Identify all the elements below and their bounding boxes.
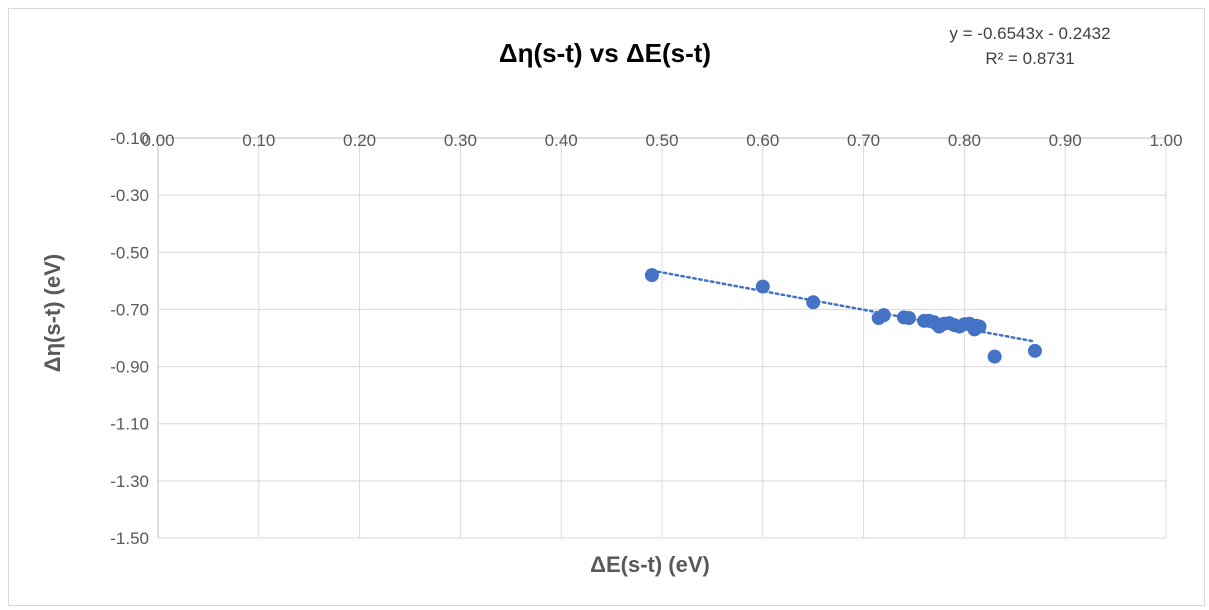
x-tick-label: 0.20: [343, 131, 376, 150]
data-point: [1027, 343, 1042, 358]
data-point: [806, 295, 821, 310]
tick-labels: 0.00 0.10 0.20 0.30 0.40 0.50 0.60 0.70 0.80 0.90…: [110, 129, 1182, 548]
x-tick-label: 0.00: [141, 131, 174, 150]
y-tick-label: -1.50: [110, 529, 149, 548]
x-axis-label: ΔE(s-t) (eV): [590, 552, 710, 577]
y-axis-label: Δη(s-t) (eV): [40, 253, 65, 373]
data-point: [987, 349, 1002, 364]
data-point: [901, 311, 916, 325]
y-tick-label: -1.30: [110, 472, 149, 491]
y-tick-label: -0.30: [110, 186, 149, 205]
x-tick-label: 0.30: [444, 131, 477, 150]
x-tick-label: 0.60: [746, 131, 779, 150]
y-tick-label: -0.10: [110, 129, 149, 148]
chart-frame: [8, 8, 1205, 606]
x-tick-label: 0.50: [645, 131, 678, 150]
trendline-equation: y = -0.6543x - 0.2432 R² = 0.8731: [925, 21, 1135, 71]
data-point: [972, 319, 987, 334]
y-tick-label: -0.70: [110, 300, 149, 319]
x-tick-label: 1.00: [1149, 131, 1182, 150]
axes: [157, 137, 1166, 538]
x-tick-label: 0.10: [242, 131, 275, 150]
equation-text: y = -0.6543x - 0.2432: [949, 24, 1111, 43]
r-squared-text: R² = 0.8731: [985, 49, 1075, 68]
x-tick-label: 0.90: [1049, 131, 1082, 150]
y-tick-label: -1.10: [110, 415, 149, 434]
data-point: [876, 308, 891, 323]
data-point: [644, 268, 659, 283]
chart-title: Δη(s-t) vs ΔE(s-t): [498, 38, 712, 68]
x-tick-label: 0.70: [847, 131, 880, 150]
y-tick-label: -0.50: [110, 243, 149, 262]
x-tick-label: 0.40: [545, 131, 578, 150]
data-point: [755, 279, 770, 294]
y-tick-label: -0.90: [110, 358, 149, 377]
data-points: [644, 268, 1042, 364]
x-tick-label: 0.80: [948, 131, 981, 150]
